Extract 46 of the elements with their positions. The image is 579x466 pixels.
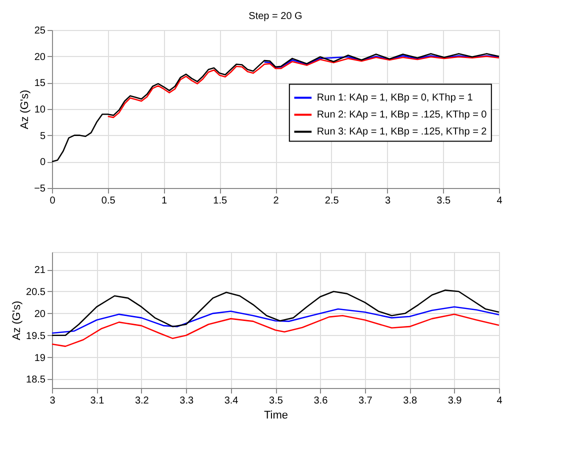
chart-title: Step = 20 G xyxy=(248,11,303,22)
y-axis-title: Az (G's) xyxy=(11,300,24,340)
line-series xyxy=(264,55,500,68)
y-tick-label: 19.5 xyxy=(26,330,46,342)
x-tick-label: 2.5 xyxy=(324,196,340,206)
x-tick-label: 3.5 xyxy=(269,396,284,406)
y-axis-title: Az (G's) xyxy=(19,90,32,130)
line-series xyxy=(107,56,500,118)
x-tick-label: 0 xyxy=(50,196,56,206)
x-tick-label: 2 xyxy=(273,196,280,206)
y-tick-label: 25 xyxy=(34,26,46,36)
x-tick-label: 3 xyxy=(384,196,391,206)
y-tick-label: 20.5 xyxy=(26,286,46,298)
y-tick-label: 15 xyxy=(34,78,46,90)
x-tick-label: 1.5 xyxy=(213,196,228,206)
x-tick-label: 3.4 xyxy=(224,396,239,406)
x-tick-label: 4 xyxy=(496,396,503,406)
x-tick-label: 3.8 xyxy=(403,396,418,406)
x-tick-label: 3.1 xyxy=(90,396,105,406)
line-series xyxy=(51,314,500,347)
legend-label: Run 1: KAp = 1, KBp = 0, KThp = 1 xyxy=(316,92,474,104)
legend-label: Run 2: KAp = 1, KBp = .125, KThp = 0 xyxy=(316,110,488,121)
x-tick-label: 0.5 xyxy=(101,196,116,206)
y-tick-label: 19 xyxy=(34,352,46,364)
line-series xyxy=(51,290,500,336)
x-tick-label: 3 xyxy=(50,396,56,406)
x-tick-label: 3.6 xyxy=(314,396,328,406)
x-tick-label: 4 xyxy=(496,196,503,206)
y-tick-label: 18.5 xyxy=(26,374,46,386)
line-series xyxy=(51,53,500,162)
y-tick-label: 20 xyxy=(34,308,46,320)
x-axis-title: Time xyxy=(264,410,288,422)
y-tick-label: −5 xyxy=(34,184,46,194)
x-tick-label: 1 xyxy=(161,196,168,206)
x-tick-label: 3.3 xyxy=(180,396,194,406)
x-tick-label: 3.2 xyxy=(134,396,150,406)
x-tick-label: 3.5 xyxy=(436,196,452,206)
y-tick-label: 20 xyxy=(34,52,46,63)
legend-label: Run 3: KAp = 1, KBp = .125, KThp = 2 xyxy=(316,126,488,138)
y-tick-label: 10 xyxy=(34,104,46,116)
y-tick-label: 0 xyxy=(40,157,46,168)
x-tick-label: 3.9 xyxy=(448,396,462,406)
y-tick-label: 21 xyxy=(34,265,46,276)
x-tick-label: 3.7 xyxy=(358,396,373,406)
line-series xyxy=(51,306,500,334)
y-tick-label: 5 xyxy=(40,130,46,142)
